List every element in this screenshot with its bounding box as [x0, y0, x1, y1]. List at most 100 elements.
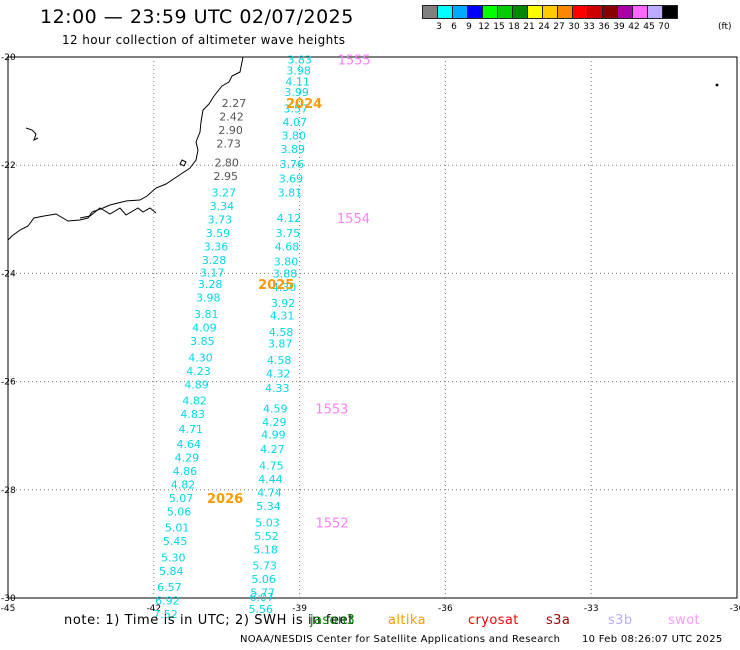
wave-height-value: 2.80 [214, 156, 239, 169]
wave-height-value: 4.82 [182, 395, 207, 408]
wave-height-value: 2.73 [216, 138, 241, 151]
satellite-legend-s3b: s3b [608, 613, 633, 628]
wave-height-value: 4.11 [285, 75, 310, 88]
wave-height-value: 3.98 [286, 65, 311, 78]
orbit-number-label: 2024 [286, 97, 322, 112]
wave-height-value: 2.27 [222, 97, 247, 110]
axis-labels: -20-22-24-26-28-30-45-42-39-36-33-30 [1, 53, 740, 614]
wave-height-value: 4.29 [175, 451, 200, 464]
longitude-label: -45 [1, 604, 16, 614]
island-outline [179, 159, 187, 167]
wave-height-value: 2.95 [213, 170, 238, 183]
color-legend-unit: (ft) [718, 22, 732, 32]
wave-height-value: 4.68 [275, 240, 300, 253]
wave-height-value: 4.30 [272, 281, 297, 294]
wave-height-value: 5.84 [159, 565, 184, 578]
wave-height-value: 7.52 [153, 608, 178, 621]
wave-height-value: 4.82 [171, 478, 196, 491]
wave-height-value: 3.69 [279, 173, 304, 186]
wave-height-value: 3.99 [284, 86, 309, 99]
wave-height-value: 3.36 [204, 240, 229, 253]
satellite-legend-cryosat: cryosat [468, 613, 519, 628]
wave-height-value: 4.74 [257, 487, 282, 500]
orbit-number-label: 1555 [338, 54, 371, 69]
orbit-number-label: 2026 [207, 492, 243, 507]
legend-tick-label: 9 [466, 22, 472, 32]
lake-outline [25, 127, 39, 141]
wave-height-value: 4.59 [263, 403, 288, 416]
wave-height-value: 4.27 [260, 443, 285, 456]
color-legend [422, 5, 678, 19]
legend-tick-label: 42 [628, 22, 640, 32]
wave-height-value: 3.34 [210, 200, 235, 213]
wave-height-value: 4.30 [188, 351, 213, 364]
legend-swatch [662, 5, 678, 19]
latitude-label: -30 [1, 594, 16, 604]
wave-height-value: 4.29 [262, 416, 287, 429]
wave-height-value: 6.57 [157, 581, 182, 594]
legend-tick-label: 33 [583, 22, 595, 32]
legend-tick-label: 18 [508, 22, 520, 32]
map-title: 12:00 — 23:59 UTC 02/07/2025 [40, 6, 354, 28]
grid-lines [7, 56, 738, 599]
latitude-label: -24 [1, 269, 16, 279]
wave-height-value: 5.34 [256, 500, 281, 513]
wave-height-value: 4.12 [277, 212, 302, 225]
wave-height-value: 5.56 [248, 603, 273, 616]
latitude-label: -28 [1, 486, 16, 496]
satellite-legend-jason3: jason3 [310, 613, 356, 628]
wave-height-value: 6.07 [249, 591, 274, 604]
satellite-legend-s3a: s3a [546, 613, 571, 628]
orbit-number-label: 1554 [337, 212, 370, 227]
wave-height-value: 3.59 [206, 227, 231, 240]
wave-height-value: 3.57 [283, 102, 308, 115]
credit-text: NOAA/NESDIS Center for Satellite Applica… [240, 634, 561, 645]
orbit-number-label: 1553 [315, 403, 348, 418]
wave-height-value: 4.07 [282, 116, 307, 129]
wave-height-value: 5.18 [253, 543, 278, 556]
map-subtitle: 12 hour collection of altimeter wave hei… [62, 33, 346, 47]
wave-height-value: 4.83 [180, 408, 205, 421]
wave-height-value: 3.83 [287, 54, 312, 67]
wave-height-value: 3.73 [208, 213, 233, 226]
color-legend-ticks: 3 6 9 12 15 18 21 24 27 30 33 36 39 42 45 70 [422, 22, 740, 34]
coastline-path [7, 56, 244, 241]
wave-height-value: 3.80 [274, 255, 299, 268]
wave-height-value: 5.45 [163, 535, 188, 548]
wave-height-value: 4.75 [259, 459, 284, 472]
latitude-label: -20 [1, 53, 16, 63]
wave-height-points: 3.833.984.113.993.574.073.803.893.763.69… [153, 54, 312, 622]
wave-height-value: 4.31 [270, 310, 295, 323]
wave-height-value: 3.76 [280, 158, 305, 171]
wave-height-value: 4.58 [267, 354, 292, 367]
wave-height-value: 5.01 [165, 522, 190, 535]
wave-height-value: 3.88 [273, 267, 298, 280]
wave-height-value: 5.52 [254, 530, 279, 543]
legend-tick-label: 12 [478, 22, 490, 32]
wave-height-value: 4.58 [269, 326, 294, 339]
wave-height-value: 3.92 [271, 297, 296, 310]
wave-height-value: 3.27 [212, 186, 237, 199]
orbit-labels: 1555 1554 1553 1552 2024 2025 2026 [207, 54, 371, 532]
wave-height-value: 5.06 [167, 505, 192, 518]
orbit-number-label: 2025 [258, 278, 294, 293]
generated-timestamp: 10 Feb 08:26:07 UTC 2025 [582, 634, 723, 645]
satellite-legend-altika: altika [388, 613, 426, 628]
legend-tick-label: 36 [598, 22, 610, 32]
wave-height-value: 3.17 [200, 266, 225, 279]
wave-height-value: 3.28 [202, 254, 227, 267]
wave-height-value: 5.06 [251, 573, 276, 586]
longitude-label: -33 [584, 604, 599, 614]
wave-height-value: 4.33 [265, 382, 290, 395]
wave-height-value: 3.85 [190, 335, 215, 348]
island-dot [715, 83, 719, 87]
wave-height-value: 3.75 [276, 227, 301, 240]
wave-height-value: 5.73 [252, 560, 277, 573]
wave-height-value: 5.07 [169, 492, 194, 505]
wave-height-value: 3.28 [198, 278, 223, 291]
legend-tick-label: 15 [493, 22, 505, 32]
wave-height-value: 5.30 [161, 551, 186, 564]
longitude-label: -36 [438, 604, 453, 614]
legend-tick-label: 21 [523, 22, 535, 32]
